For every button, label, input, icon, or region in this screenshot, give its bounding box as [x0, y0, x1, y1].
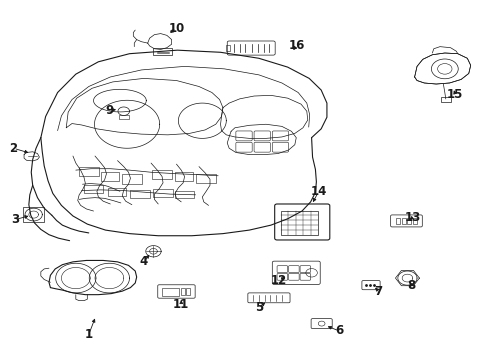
Bar — [181, 288, 184, 294]
Polygon shape — [414, 53, 470, 84]
Text: 4: 4 — [140, 255, 148, 268]
Bar — [101, 172, 119, 181]
Bar — [152, 171, 171, 179]
Bar — [185, 288, 189, 294]
Bar — [395, 219, 399, 224]
Bar — [108, 188, 126, 196]
Text: 3: 3 — [11, 213, 20, 226]
Bar — [84, 185, 103, 193]
Text: 2: 2 — [9, 142, 18, 155]
Bar — [153, 48, 171, 55]
Text: 11: 11 — [173, 298, 189, 311]
Text: 12: 12 — [270, 274, 286, 287]
Text: 7: 7 — [374, 285, 382, 298]
Text: 5: 5 — [254, 301, 263, 314]
Bar — [79, 167, 99, 176]
Bar — [226, 45, 230, 51]
Text: 15: 15 — [446, 88, 463, 101]
Text: 16: 16 — [288, 39, 305, 52]
Text: 13: 13 — [404, 211, 421, 224]
Text: 10: 10 — [168, 22, 184, 35]
Bar — [122, 174, 142, 184]
Bar — [175, 172, 193, 181]
Text: 9: 9 — [105, 104, 113, 117]
Bar — [280, 211, 318, 235]
Bar — [153, 189, 172, 197]
Bar — [23, 207, 44, 222]
Bar — [162, 288, 179, 296]
Bar — [407, 219, 410, 224]
Bar — [195, 174, 215, 183]
Bar — [119, 116, 128, 119]
Text: 8: 8 — [407, 279, 414, 292]
Bar — [412, 219, 416, 224]
Text: 1: 1 — [84, 328, 93, 341]
Text: 14: 14 — [310, 185, 326, 198]
Bar — [175, 190, 194, 198]
Bar — [401, 219, 405, 224]
Bar — [130, 189, 149, 198]
Text: 6: 6 — [335, 324, 343, 337]
Bar — [440, 97, 449, 102]
